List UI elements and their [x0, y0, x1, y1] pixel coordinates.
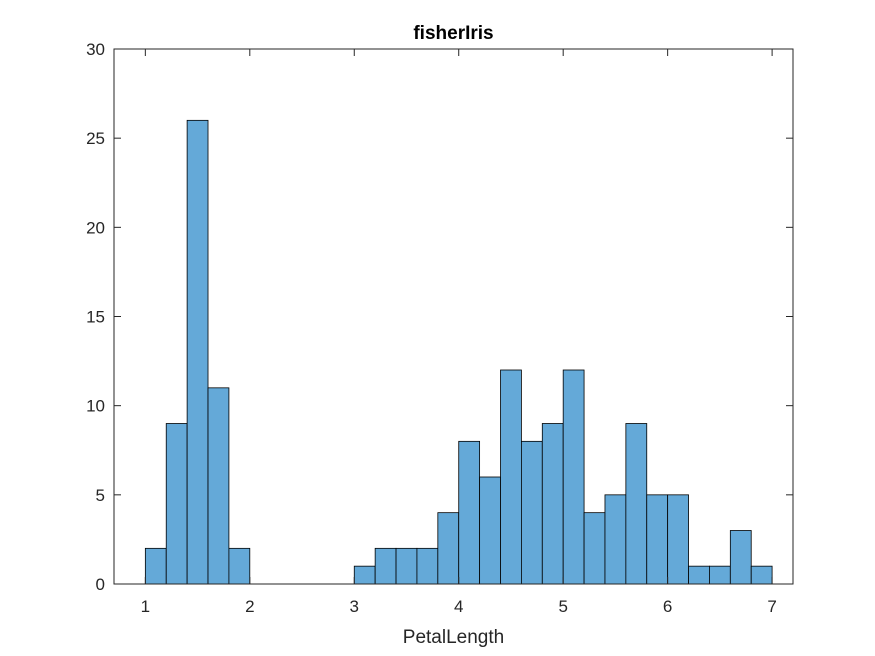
histogram-bar	[374, 547, 397, 585]
histogram-bar	[521, 440, 543, 585]
histogram-bar	[479, 476, 501, 585]
y-tick-label: 10	[86, 397, 105, 416]
histogram-bar	[688, 565, 710, 585]
histogram-bar	[353, 565, 376, 585]
histogram-bar	[604, 494, 627, 585]
x-tick-label: 5	[558, 597, 567, 616]
histogram-bar	[750, 565, 773, 585]
x-tick-label: 2	[245, 597, 254, 616]
histogram-bar	[646, 494, 669, 585]
y-tick-label: 0	[96, 575, 105, 594]
histogram-bar	[144, 547, 167, 585]
y-tick-label: 30	[86, 40, 105, 59]
chart-title: fisherIris	[413, 23, 493, 44]
histogram-bar	[541, 423, 564, 585]
x-axis-title: PetalLength	[403, 627, 504, 648]
histogram-bar	[207, 387, 230, 585]
histogram-bar	[416, 547, 439, 585]
histogram-bar	[165, 423, 188, 585]
histogram-bar	[667, 494, 689, 585]
histogram-bar	[625, 423, 648, 585]
histogram-bar	[500, 369, 522, 585]
x-tick-label: 6	[663, 597, 672, 616]
axis-ticks: 1 2 3 4 5 6 7 0 5 10 15 20 25 30	[86, 40, 793, 616]
x-tick-label: 7	[767, 597, 776, 616]
y-tick-label: 5	[96, 486, 105, 505]
x-tick-label: 1	[141, 597, 150, 616]
histogram-bar	[729, 530, 752, 585]
x-tick-label: 3	[350, 597, 359, 616]
x-tick-label: 4	[454, 597, 463, 616]
histogram-bar	[186, 119, 209, 585]
histogram-bar	[458, 440, 481, 585]
histogram-bars	[144, 119, 773, 585]
histogram-bar	[583, 512, 606, 585]
y-tick-label: 15	[86, 308, 105, 327]
y-tick-label: 20	[86, 218, 105, 237]
histogram-bar	[437, 512, 460, 585]
histogram-bar	[228, 547, 251, 585]
histogram-bar	[562, 369, 585, 585]
histogram-bar	[709, 565, 731, 585]
histogram-bar	[395, 547, 418, 585]
y-tick-label: 25	[86, 129, 105, 148]
